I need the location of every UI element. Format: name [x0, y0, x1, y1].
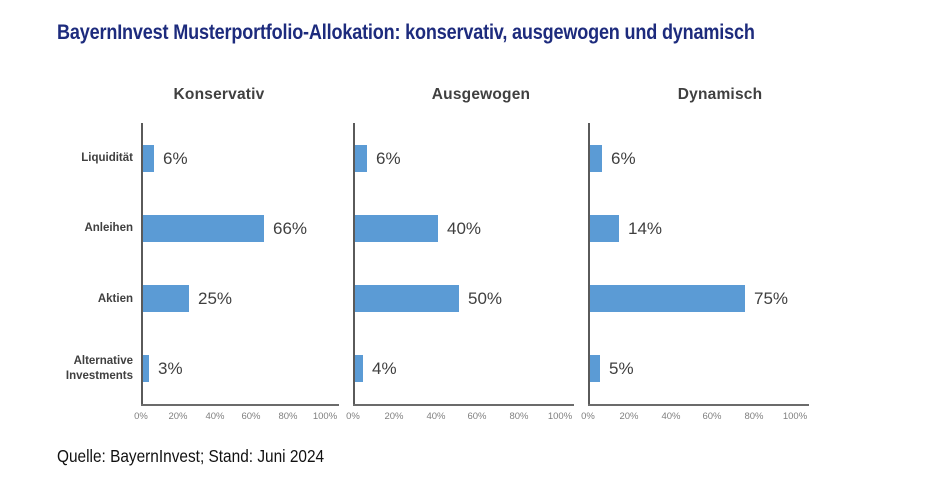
bar-liquidität [143, 145, 154, 172]
y-axis-line [353, 123, 355, 406]
x-tick-label: 60% [467, 411, 487, 422]
x-tick-label: 40% [661, 411, 681, 422]
bar-value-label: 75% [754, 289, 789, 308]
x-tick-label: 80% [509, 411, 529, 422]
x-tick-label: 100% [547, 411, 573, 422]
bar-alternative-investments [143, 355, 149, 382]
bar-alternative-investments [590, 355, 600, 382]
category-label: Aktien [97, 292, 133, 305]
bar-value-label: 25% [198, 289, 233, 308]
x-tick-label: 60% [241, 411, 261, 422]
x-tick-label: 60% [702, 411, 722, 422]
chart-title: Dynamisch [677, 86, 763, 103]
x-tick-label: 40% [205, 411, 225, 422]
x-axis-line [141, 404, 339, 406]
category-label: Liquidität [81, 151, 133, 164]
x-tick-label: 0% [581, 411, 595, 422]
x-axis-line [353, 404, 574, 406]
x-tick-label: 0% [346, 411, 360, 422]
bar-value-label: 3% [158, 359, 183, 378]
chart-title: Konservativ [173, 86, 265, 103]
x-tick-label: 100% [312, 411, 338, 422]
x-tick-label: 80% [278, 411, 298, 422]
bar-value-label: 6% [163, 149, 188, 168]
x-tick-label: 20% [384, 411, 404, 422]
x-axis-line [588, 404, 809, 406]
bar-value-label: 6% [376, 149, 401, 168]
bar-anleihen [143, 215, 264, 242]
bar-aktien [590, 285, 745, 312]
bar-aktien [355, 285, 459, 312]
bar-value-label: 5% [609, 359, 634, 378]
bar-value-label: 6% [611, 149, 636, 168]
x-tick-label: 40% [426, 411, 446, 422]
bar-alternative-investments [355, 355, 363, 382]
bar-value-label: 14% [628, 219, 663, 238]
bar-value-label: 66% [273, 219, 308, 238]
bar-anleihen [590, 215, 619, 242]
bar-liquidität [590, 145, 602, 172]
source-note: Quelle: BayernInvest; Stand: Juni 2024 [57, 446, 325, 466]
x-tick-label: 0% [134, 411, 148, 422]
bar-value-label: 4% [372, 359, 397, 378]
bar-value-label: 50% [468, 289, 503, 308]
bar-liquidität [355, 145, 367, 172]
chart-title: Ausgewogen [431, 86, 531, 103]
bar-aktien [143, 285, 189, 312]
bar-anleihen [355, 215, 438, 242]
x-tick-label: 20% [619, 411, 639, 422]
x-tick-label: 80% [744, 411, 764, 422]
category-label: Alternative Investments [65, 355, 133, 382]
figure-title: BayernInvest Musterportfolio-Allokation:… [57, 21, 755, 44]
category-label: Anleihen [84, 221, 133, 234]
y-axis-line [141, 123, 143, 406]
bar-value-label: 40% [447, 219, 482, 238]
x-tick-label: 100% [782, 411, 808, 422]
y-axis-line [588, 123, 590, 406]
x-tick-label: 20% [168, 411, 188, 422]
